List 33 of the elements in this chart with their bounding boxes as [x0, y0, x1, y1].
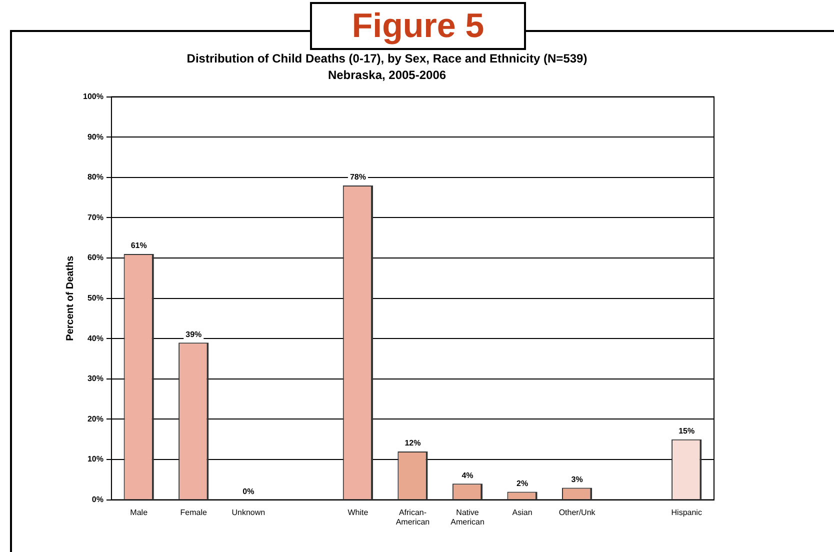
y-tick-label: 30% — [87, 374, 104, 384]
data-label: 39% — [186, 330, 202, 339]
y-tick-label: 10% — [87, 454, 104, 464]
x-tick-label: Hispanic — [671, 508, 702, 517]
data-label: 61% — [130, 241, 147, 250]
y-tick-label: 70% — [87, 212, 104, 222]
data-label: 78% — [350, 172, 366, 182]
x-tick-label: African-American — [396, 508, 430, 526]
caption: Figure 5 — [310, 2, 526, 50]
data-label: 12% — [404, 438, 421, 448]
y-tick-label: 100% — [82, 92, 104, 102]
x-tick-label: Native American — [450, 508, 484, 526]
y-tick-label: 40% — [87, 334, 104, 343]
x-tick-label: Asian — [512, 508, 532, 517]
x-tick-label: Male — [130, 508, 148, 517]
y-tick-label: 50% — [87, 294, 104, 303]
data-label: 3% — [571, 474, 583, 484]
data-label: 2% — [516, 478, 528, 488]
y-tick-label: 90% — [87, 132, 104, 142]
y-tick-label: 60% — [87, 253, 104, 262]
y-tick-label: 80% — [87, 172, 104, 182]
data-label: 4% — [462, 470, 474, 480]
data-label: 15% — [678, 426, 695, 436]
chart-title: Distribution of Child Deaths (0-17), by Sex, Race and Ethnicity (N=539) — [186, 52, 588, 66]
x-tick-label: White — [348, 508, 369, 517]
chart-subtitle: Nebraska, 2005-2006 — [328, 68, 446, 82]
x-tick-label: Unknown — [232, 508, 266, 517]
data-label: 0% — [242, 487, 254, 496]
x-tick-label: Other/Unk — [558, 508, 596, 517]
y-tick-label: 0% — [92, 495, 104, 504]
y-axis-title: Percent of Deaths — [64, 255, 76, 341]
y-tick-label: 20% — [87, 414, 104, 424]
x-tick-label: Female — [180, 508, 208, 517]
